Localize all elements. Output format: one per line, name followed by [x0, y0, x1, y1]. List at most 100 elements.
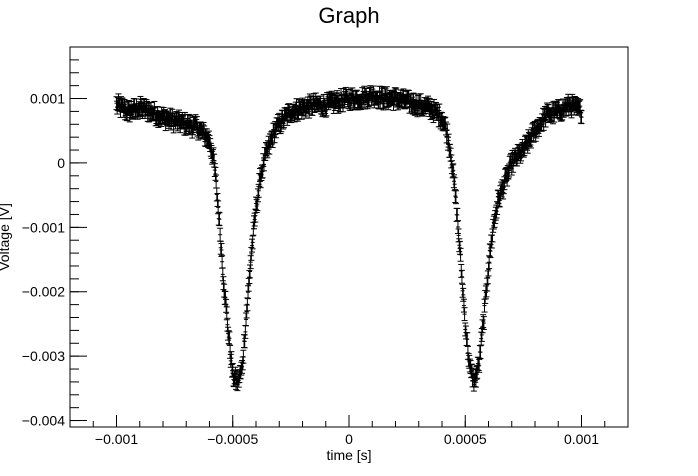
- data-point: [479, 319, 486, 334]
- data-point: [212, 166, 219, 181]
- x-tick-label: −0.0005: [207, 431, 258, 447]
- data-point: [460, 298, 467, 313]
- y-tick-label: −0.003: [22, 348, 65, 364]
- data-point: [312, 92, 319, 107]
- data-point: [245, 285, 252, 300]
- data-point: [501, 176, 508, 191]
- data-point: [464, 332, 471, 347]
- y-tick-label: −0.001: [22, 219, 65, 235]
- data-point: [485, 262, 492, 277]
- data-point: [243, 312, 250, 327]
- data-point: [452, 189, 459, 204]
- data-point: [363, 87, 370, 102]
- y-axis: 0.001 0 −0.001 −0.002 −0.003 −0.004: [22, 46, 87, 429]
- data-point: [211, 163, 218, 178]
- x-tick-label: 0.0005: [444, 431, 487, 447]
- x-tick-label: 0.001: [564, 431, 599, 447]
- y-tick-label: 0.001: [30, 91, 65, 107]
- data-point: [251, 212, 258, 227]
- data-point: [478, 331, 485, 346]
- data-point: [452, 190, 459, 205]
- y-tick-label: 0: [57, 155, 65, 171]
- data-point: [213, 187, 220, 202]
- data-point: [243, 304, 250, 319]
- data-point: [257, 174, 264, 189]
- data-point: [493, 204, 500, 219]
- data-point: [222, 290, 229, 305]
- data-point: [244, 297, 251, 312]
- data-point: [219, 254, 226, 269]
- data-point: [219, 267, 226, 282]
- data-point: [484, 277, 491, 292]
- data-point: [478, 327, 485, 342]
- data-point: [481, 298, 488, 313]
- data-point: [461, 307, 468, 322]
- data-point: [225, 330, 232, 345]
- data-point: [217, 227, 224, 242]
- data-point: [458, 263, 465, 278]
- data-point: [487, 244, 494, 259]
- data-point: [242, 324, 249, 339]
- data-point: [241, 334, 248, 349]
- data-point: [280, 115, 287, 130]
- data-point: [496, 193, 503, 208]
- data-point: [456, 238, 463, 253]
- x-tick-label: 0: [345, 431, 353, 447]
- y-tick-label: −0.002: [22, 284, 65, 300]
- x-axis: −0.001 −0.0005 0 0.0005 0.001: [92, 415, 629, 447]
- data-point: [305, 100, 312, 115]
- data-point: [496, 192, 503, 207]
- data-point: [477, 345, 484, 360]
- data-point: [240, 349, 247, 364]
- data-point: [216, 212, 223, 227]
- data-point: [519, 138, 526, 153]
- data-point: [578, 110, 585, 125]
- data-point: [451, 177, 458, 192]
- data-point: [484, 270, 491, 285]
- data-point: [383, 86, 390, 101]
- data-points: [113, 85, 585, 392]
- data-point: [425, 97, 432, 112]
- data-point: [472, 373, 479, 388]
- data-point: [218, 243, 225, 257]
- data-point: [247, 255, 254, 270]
- data-point: [480, 316, 487, 331]
- data-point: [551, 100, 558, 115]
- data-point: [450, 174, 457, 189]
- data-point: [454, 220, 461, 234]
- data-point: [249, 235, 256, 250]
- data-point: [239, 359, 246, 374]
- data-point: [455, 228, 462, 243]
- data-point: [458, 269, 465, 284]
- data-point: [189, 124, 196, 139]
- data-point: [214, 193, 221, 207]
- data-point: [245, 277, 252, 292]
- data-point: [492, 210, 499, 224]
- data-point: [249, 238, 256, 253]
- data-point: [353, 90, 360, 105]
- data-point: [223, 306, 230, 321]
- data-point: [454, 207, 461, 222]
- data-point: [213, 174, 220, 189]
- data-point: [464, 345, 471, 360]
- data-point: [248, 246, 255, 261]
- data-point: [448, 154, 455, 169]
- data-point: [221, 283, 228, 298]
- x-tick-label: −0.001: [95, 431, 138, 447]
- data-point: [483, 283, 490, 298]
- data-point: [535, 120, 542, 134]
- x-axis-label: time [s]: [326, 447, 371, 463]
- data-point: [476, 358, 483, 373]
- data-point: [246, 270, 253, 284]
- data-point: [223, 298, 230, 313]
- y-axis-label: Voltage [V]: [0, 203, 12, 271]
- y-tick-label: −0.004: [22, 413, 65, 429]
- chart-title: Graph: [318, 3, 379, 28]
- data-point: [215, 200, 222, 215]
- data-point: [530, 128, 537, 143]
- data-point: [247, 264, 254, 279]
- data-point: [220, 276, 227, 291]
- data-point: [457, 247, 464, 262]
- data-point: [377, 95, 384, 110]
